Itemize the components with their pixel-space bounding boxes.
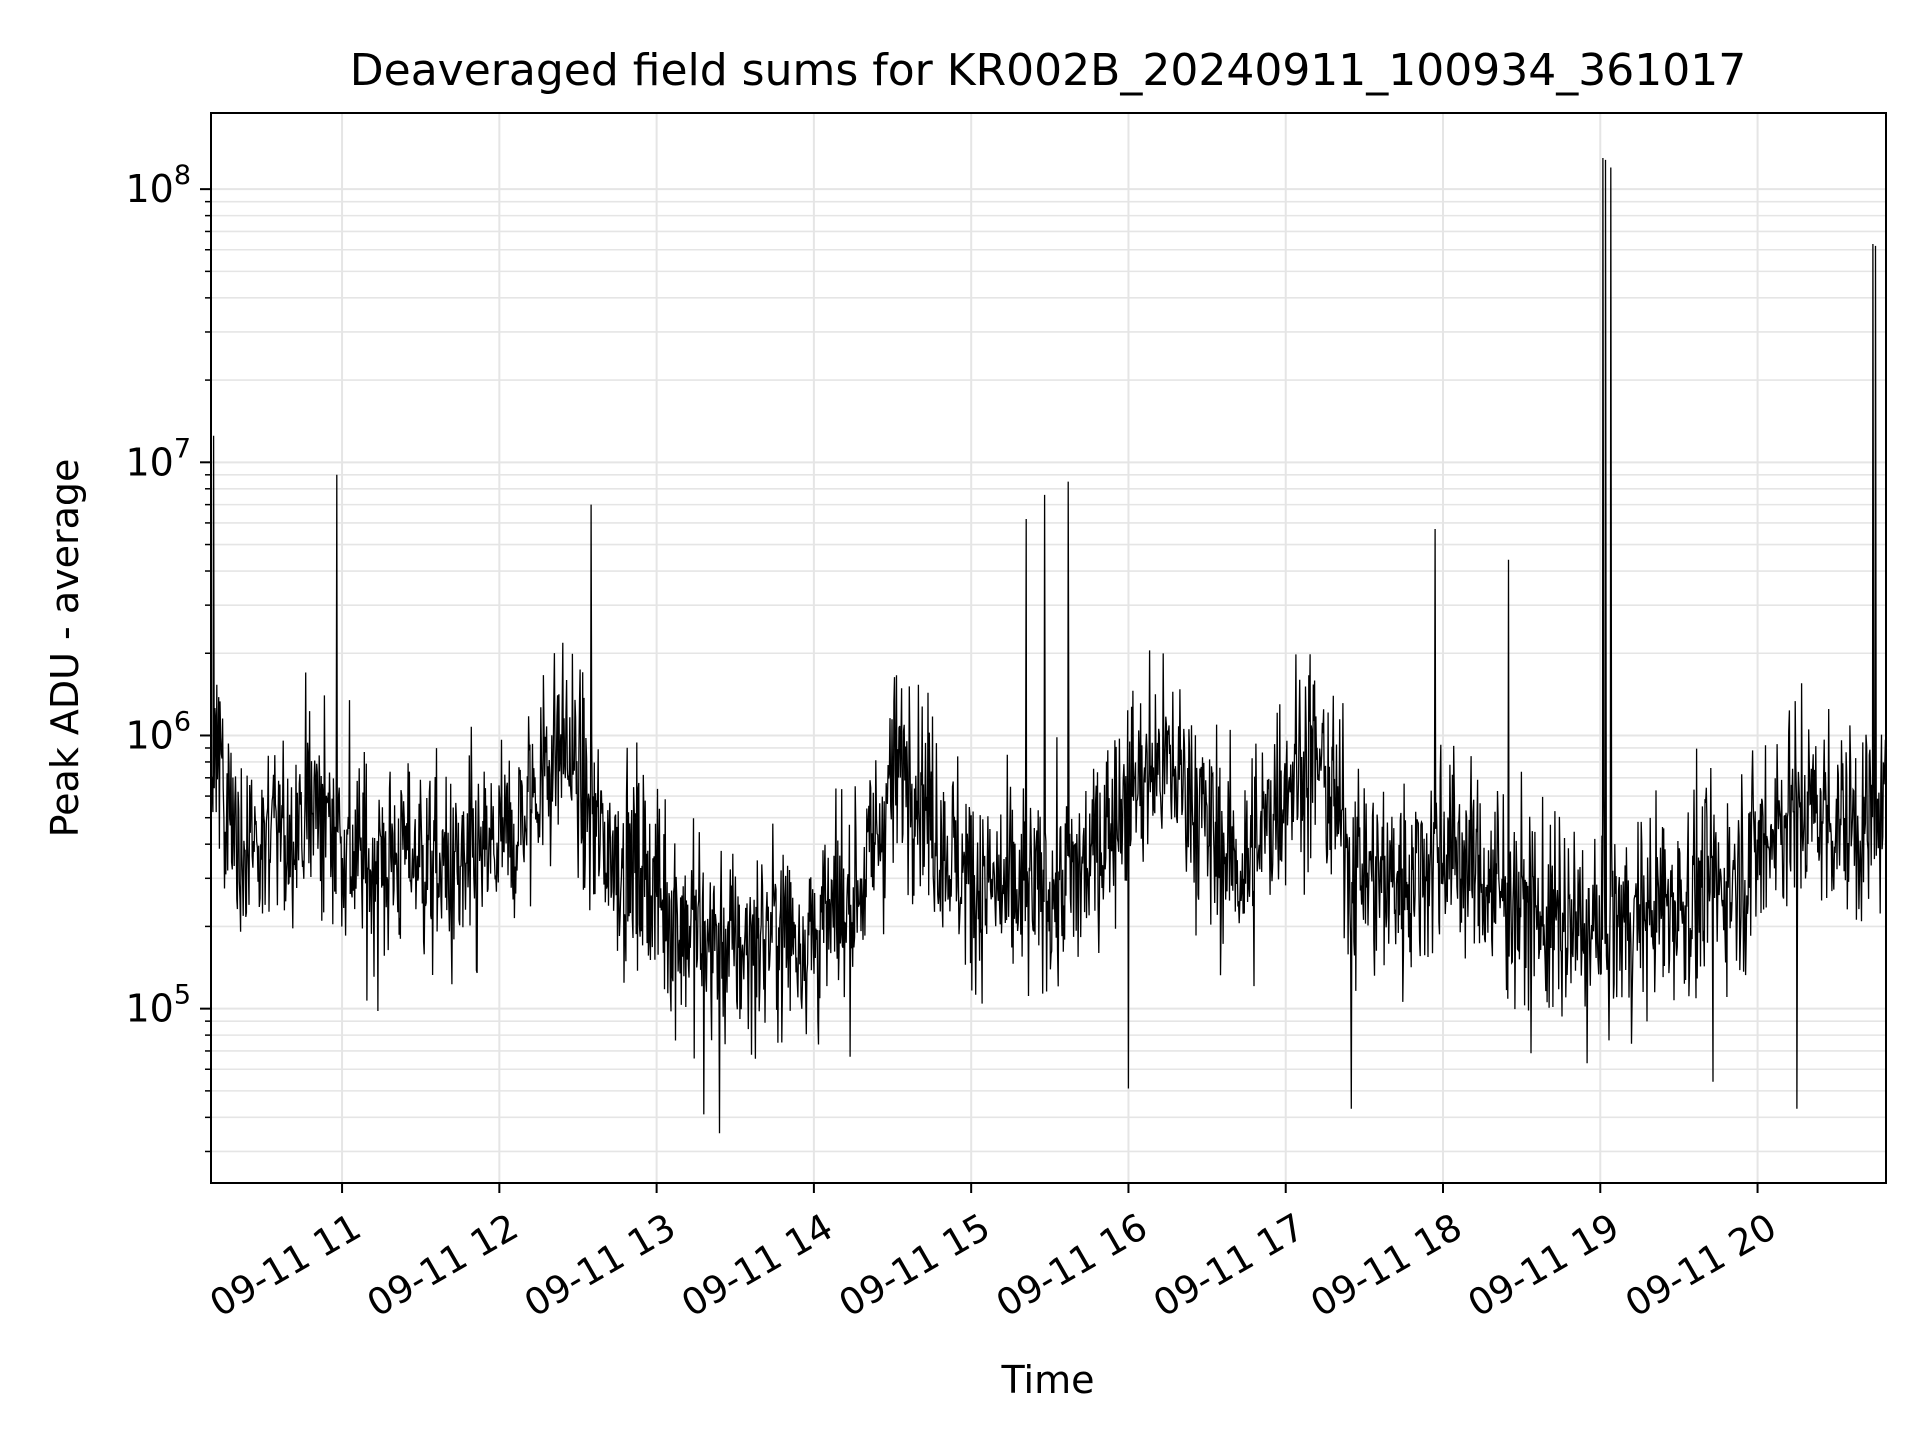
series-layer (210, 157, 1887, 1134)
y-tick-label: 108 (125, 160, 191, 211)
x-axis-label: Time (1001, 1358, 1095, 1402)
chart-title: Deaveraged field sums for KR002B_2024091… (350, 45, 1746, 96)
y-tick-label: 106 (125, 706, 191, 757)
series-line (210, 157, 1887, 1134)
y-tick-label: 107 (125, 433, 191, 484)
y-axis-label: Peak ADU - average (43, 459, 87, 838)
y-axis: 105 106 107 108 (125, 160, 211, 1153)
y-tick-label: 105 (125, 980, 191, 1031)
axes-frame (210, 112, 1887, 1184)
